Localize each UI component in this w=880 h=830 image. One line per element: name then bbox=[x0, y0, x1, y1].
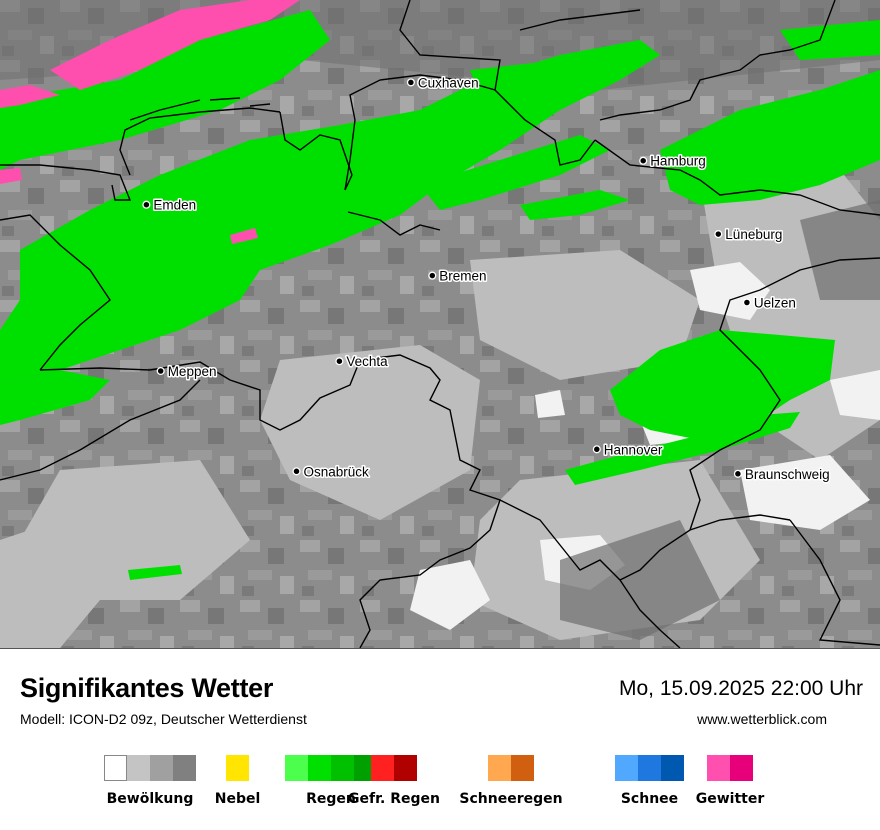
city-label: Lüneburg bbox=[725, 227, 782, 242]
weather-map-svg: Cuxhaven Hamburg Emden Lüneburg Bremen Uelzen… bbox=[0, 0, 880, 648]
legend-label: Gefr. Regen bbox=[348, 791, 440, 807]
thunderstorm-swatch bbox=[707, 755, 753, 781]
city-vechta: Vechta bbox=[335, 353, 390, 371]
city-cuxhaven: Cuxhaven bbox=[406, 74, 480, 92]
city-dot bbox=[428, 271, 437, 280]
city-label: Bremen bbox=[439, 269, 486, 284]
city-label: Emden bbox=[153, 198, 196, 213]
city-label: Braunschweig bbox=[745, 467, 830, 482]
color-swatch bbox=[730, 755, 753, 781]
legend-label: Schnee bbox=[620, 791, 679, 807]
city-osnabrück: Osnabrück bbox=[292, 463, 371, 481]
city-braunschweig: Braunschweig bbox=[733, 465, 831, 483]
color-swatch bbox=[285, 755, 308, 781]
coastline-borders bbox=[0, 0, 880, 648]
legend-label: Gewitter bbox=[695, 791, 765, 807]
color-swatch bbox=[150, 755, 173, 781]
model-subtitle: Modell: ICON-D2 09z, Deutscher Wetterdie… bbox=[20, 711, 307, 727]
city-hamburg: Hamburg bbox=[639, 152, 707, 170]
footer: Signifikantes Wetter Modell: ICON-D2 09z… bbox=[0, 649, 880, 830]
legend-snow: Schnee bbox=[615, 755, 684, 807]
snow-swatch bbox=[615, 755, 684, 781]
rain-areas bbox=[0, 10, 880, 580]
city-dot bbox=[733, 469, 742, 478]
legend-label: Schneeregen bbox=[459, 791, 563, 807]
legend-rain: Regen bbox=[285, 755, 377, 807]
color-swatch bbox=[308, 755, 331, 781]
city-dot bbox=[714, 230, 723, 239]
thunderstorm-areas bbox=[0, 0, 300, 244]
city-bremen: Bremen bbox=[428, 267, 488, 285]
city-dot bbox=[592, 445, 601, 454]
website-link[interactable]: www.wetterblick.com bbox=[697, 711, 827, 727]
legend-label: Nebel bbox=[214, 791, 261, 807]
city-dot bbox=[142, 200, 151, 209]
color-swatch bbox=[615, 755, 638, 781]
freezing-rain-swatch bbox=[371, 755, 417, 781]
color-swatch bbox=[488, 755, 511, 781]
clear-sky-areas bbox=[410, 262, 880, 630]
cloud-cover-swatch bbox=[104, 755, 196, 781]
city-label: Cuxhaven bbox=[418, 75, 479, 90]
rain-swatch bbox=[285, 755, 377, 781]
city-meppen: Meppen bbox=[156, 363, 218, 381]
city-label: Uelzen bbox=[754, 296, 796, 311]
sleet-swatch bbox=[488, 755, 534, 781]
legend-label: Bewölkung bbox=[106, 791, 194, 807]
city-dot bbox=[292, 467, 301, 476]
color-swatch bbox=[394, 755, 417, 781]
color-swatch bbox=[707, 755, 730, 781]
city-label: Meppen bbox=[168, 364, 217, 379]
forecast-datetime: Mo, 15.09.2025 22:00 Uhr bbox=[618, 677, 863, 700]
city-label: Hamburg bbox=[650, 154, 706, 169]
color-swatch bbox=[104, 755, 127, 781]
city-dot bbox=[742, 298, 751, 307]
weather-map: Cuxhaven Hamburg Emden Lüneburg Bremen Uelzen… bbox=[0, 0, 880, 649]
color-swatch bbox=[173, 755, 196, 781]
color-swatch bbox=[511, 755, 534, 781]
city-label: Vechta bbox=[346, 354, 388, 369]
page-title: Signifikantes Wetter bbox=[20, 673, 274, 703]
color-swatch bbox=[661, 755, 684, 781]
city-uelzen: Uelzen bbox=[742, 294, 797, 312]
city-lüneburg: Lüneburg bbox=[714, 226, 784, 244]
city-dot bbox=[156, 366, 165, 376]
color-swatch bbox=[127, 755, 150, 781]
legend-thunderstorm: Gewitter bbox=[696, 755, 764, 807]
legend-cloud-cover: Bewölkung bbox=[104, 755, 196, 807]
legend-freezing-rain: Gefr. Regen bbox=[348, 755, 440, 807]
city-markers: Cuxhaven Hamburg Emden Lüneburg Bremen Uelzen… bbox=[142, 74, 831, 648]
city-dot bbox=[335, 357, 344, 366]
color-swatch bbox=[331, 755, 354, 781]
city-emden: Emden bbox=[142, 196, 198, 214]
legend-label: Regen bbox=[306, 791, 356, 807]
legend-sleet: Schneeregen bbox=[459, 755, 563, 807]
city-dot bbox=[406, 78, 415, 87]
color-swatch bbox=[638, 755, 661, 781]
legend-fog: Nebel bbox=[215, 755, 260, 807]
color-swatch bbox=[226, 755, 249, 781]
city-hannover: Hannover bbox=[592, 441, 664, 459]
city-label: Hannover bbox=[604, 442, 663, 457]
city-dot bbox=[639, 156, 648, 165]
fog-swatch bbox=[226, 755, 249, 781]
city-label: Osnabrück bbox=[304, 464, 370, 479]
color-swatch bbox=[371, 755, 394, 781]
